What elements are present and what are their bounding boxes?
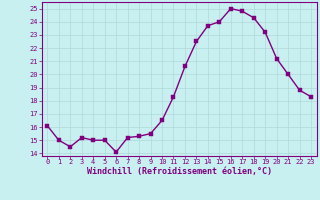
X-axis label: Windchill (Refroidissement éolien,°C): Windchill (Refroidissement éolien,°C) [87, 167, 272, 176]
